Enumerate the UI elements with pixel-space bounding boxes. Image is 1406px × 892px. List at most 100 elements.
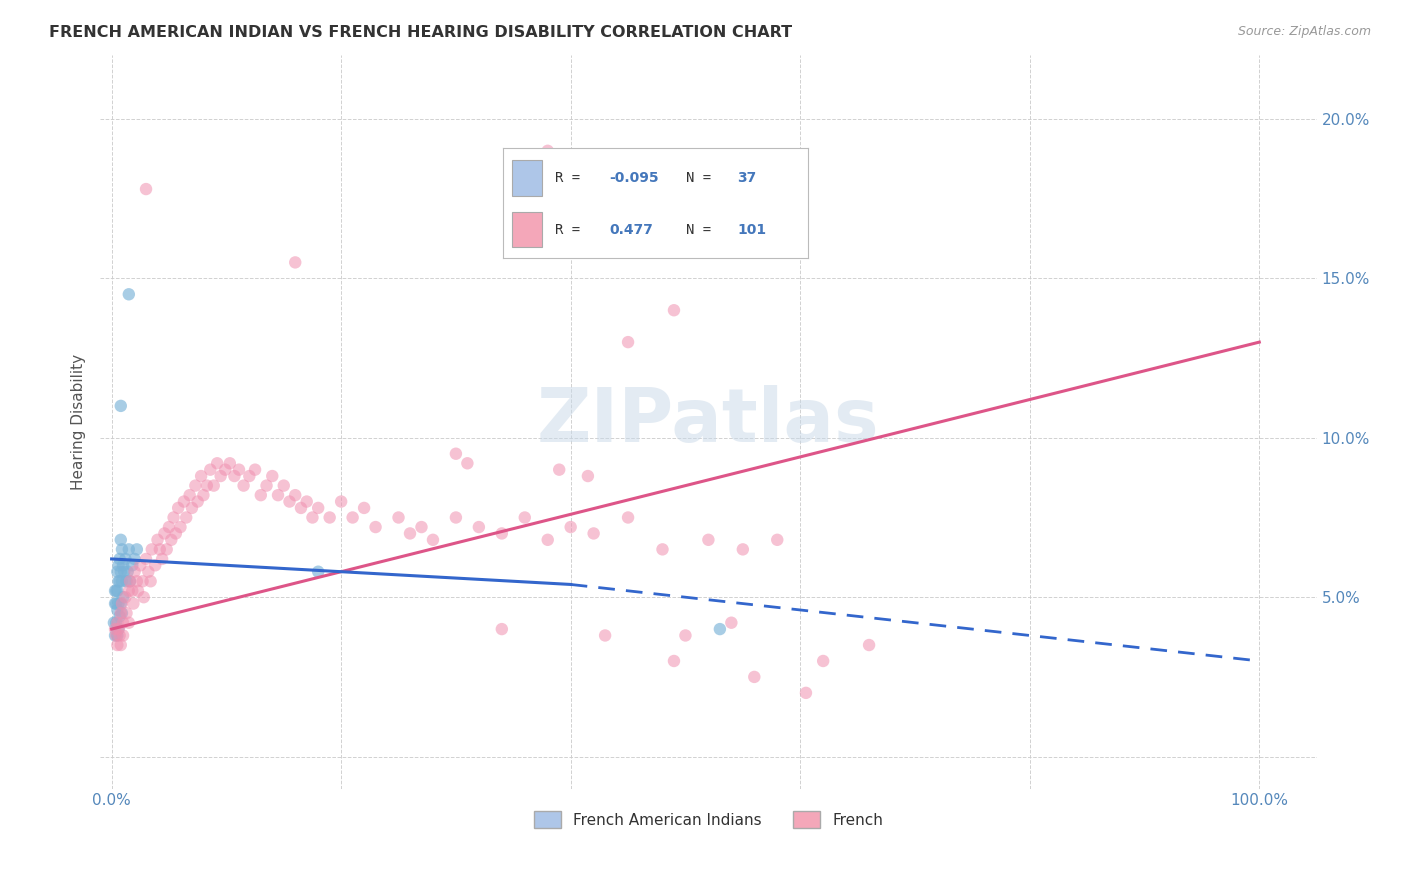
Point [399, 526, 422, 541]
Point [111, 597, 134, 611]
Point [115, 574, 138, 589]
Point [136, 565, 159, 579]
Point [582, 526, 605, 541]
Point [179, 488, 201, 502]
Point [110, 597, 132, 611]
Point [105, 597, 128, 611]
Point [124, 552, 146, 566]
Point [491, 526, 513, 541]
Point [256, 478, 278, 492]
Bar [512, 161, 543, 195]
Point [422, 533, 444, 547]
Point [364, 520, 387, 534]
Point [709, 622, 731, 636]
Point [295, 494, 318, 508]
Point [108, 552, 131, 566]
Point [190, 469, 212, 483]
Point [131, 574, 153, 589]
Point [111, 542, 134, 557]
Point [111, 606, 134, 620]
Point [560, 520, 582, 534]
Point [124, 565, 146, 579]
Point [411, 520, 433, 534]
Point [112, 565, 135, 579]
Point [160, 533, 183, 547]
Point [537, 144, 560, 158]
Point [262, 469, 284, 483]
Point [651, 542, 673, 557]
Point [105, 583, 128, 598]
Point [228, 463, 250, 477]
Point [662, 654, 685, 668]
Point [576, 469, 599, 483]
Point [157, 520, 180, 534]
Point [112, 558, 135, 573]
Point [858, 638, 880, 652]
Point [107, 597, 129, 611]
Point [537, 533, 560, 547]
Point [238, 469, 260, 483]
Point [200, 463, 222, 477]
Point [731, 542, 754, 557]
Point [214, 463, 236, 477]
Point [105, 615, 128, 630]
Text: -0.095: -0.095 [609, 171, 659, 185]
Text: R =: R = [554, 171, 588, 185]
Text: R =: R = [554, 223, 588, 236]
Point [249, 488, 271, 502]
Point [105, 583, 128, 598]
Point [111, 574, 134, 589]
Point [593, 628, 616, 642]
Text: 101: 101 [738, 223, 766, 236]
Point [167, 500, 190, 515]
Point [209, 469, 232, 483]
Point [232, 478, 254, 492]
Point [110, 533, 132, 547]
Point [110, 638, 132, 652]
Point [105, 628, 128, 642]
Point [195, 478, 218, 492]
Point [114, 591, 136, 605]
Point [118, 583, 141, 598]
Point [342, 510, 364, 524]
Point [107, 574, 129, 589]
Point [330, 494, 353, 508]
Point [112, 615, 135, 630]
Point [444, 447, 467, 461]
Point [107, 558, 129, 573]
Point [307, 565, 329, 579]
Point [174, 510, 197, 524]
Point [224, 469, 246, 483]
Point [162, 510, 184, 524]
Point [267, 488, 290, 502]
Point [125, 574, 148, 589]
Point [387, 510, 409, 524]
Point [153, 526, 176, 541]
Point [173, 494, 195, 508]
Point [318, 510, 340, 524]
Text: FRENCH AMERICAN INDIAN VS FRENCH HEARING DISABILITY CORRELATION CHART: FRENCH AMERICAN INDIAN VS FRENCH HEARING… [49, 25, 793, 40]
Point [165, 526, 187, 541]
Text: Source: ZipAtlas.com: Source: ZipAtlas.com [1237, 25, 1371, 38]
Point [104, 628, 127, 642]
Point [444, 510, 467, 524]
Point [307, 500, 329, 515]
Point [117, 565, 139, 579]
Text: 0.477: 0.477 [609, 223, 654, 236]
Point [139, 574, 162, 589]
Point [548, 463, 571, 477]
Point [105, 565, 128, 579]
Y-axis label: Hearing Disability: Hearing Disability [72, 354, 86, 490]
Point [290, 500, 312, 515]
Point [105, 628, 128, 642]
Point [129, 558, 152, 573]
Point [146, 533, 169, 547]
Point [205, 456, 228, 470]
Point [284, 488, 307, 502]
Point [491, 622, 513, 636]
Point [127, 583, 149, 598]
Point [108, 628, 131, 642]
Point [122, 597, 145, 611]
Point [110, 565, 132, 579]
Point [742, 670, 765, 684]
